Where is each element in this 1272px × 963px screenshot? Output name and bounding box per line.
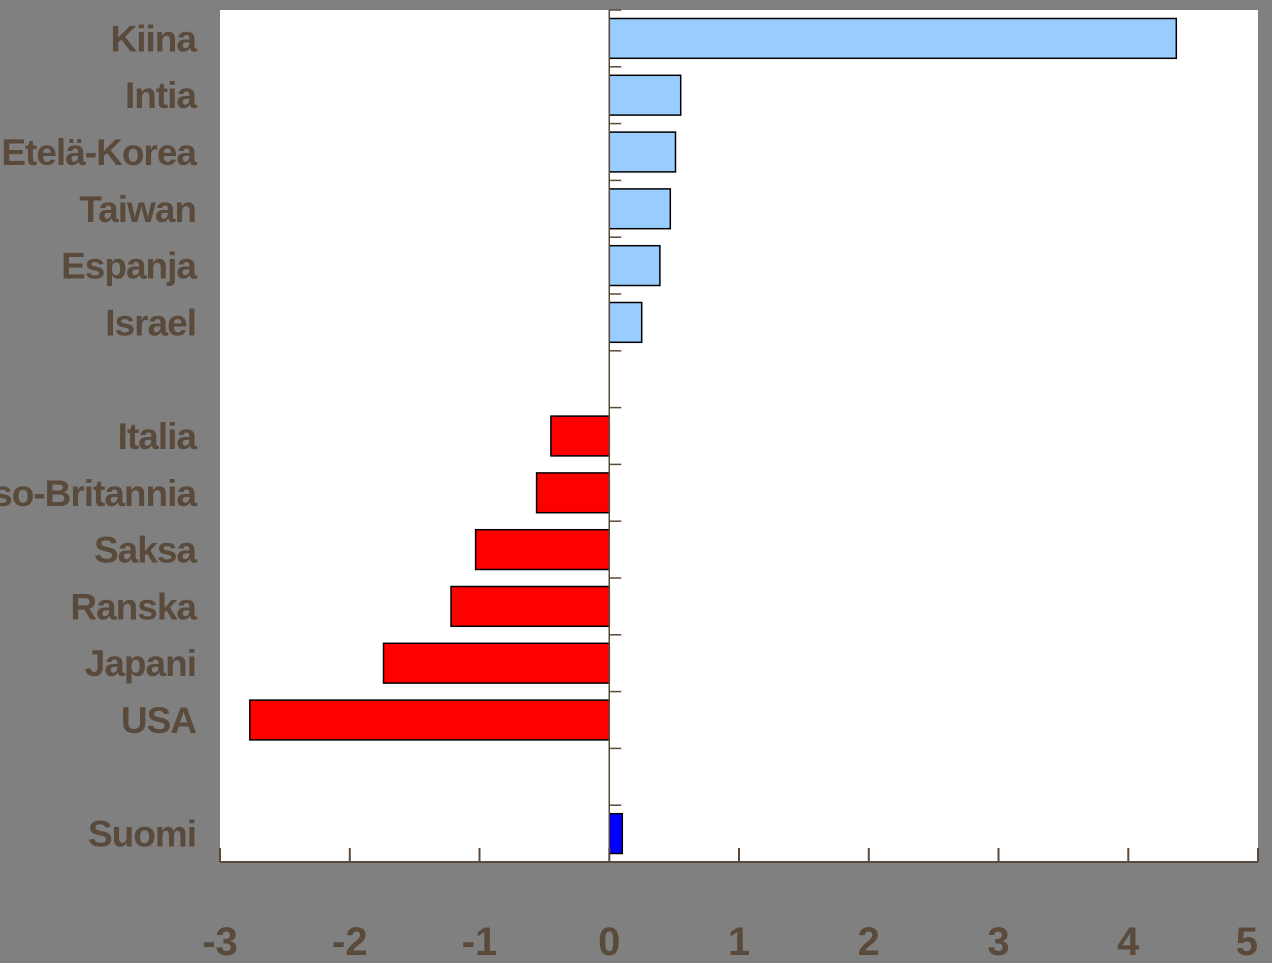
x-tick-label: -3 (202, 920, 238, 958)
bar-ranska (450, 585, 611, 628)
bar-espanja (608, 244, 661, 287)
bar-iso-britannia (535, 472, 611, 514)
x-tick-label: 0 (598, 920, 620, 958)
tick-labels: -3 -2 -1 0 1 2 3 4 5 (202, 920, 1258, 963)
bar-israel (608, 301, 643, 344)
bar-usa (249, 699, 610, 741)
axes-group (219, 9, 1259, 863)
category-label: Etelä-Korea (1, 132, 197, 173)
bar-saksa (474, 528, 610, 571)
category-label: Saksa (94, 530, 197, 571)
category-label: Taiwan (79, 189, 196, 230)
bars-group (249, 17, 1178, 855)
bar-intia (608, 74, 682, 116)
x-tick-label: 4 (1117, 920, 1140, 958)
x-tick-label: 2 (858, 920, 880, 958)
x-tick-label: 5 (1236, 920, 1258, 958)
category-label: Japani (85, 643, 196, 684)
bar-italia (550, 415, 611, 457)
x-tick-label: -2 (332, 920, 368, 958)
x-tick-label: -1 (462, 920, 498, 958)
x-tick-label: 3 (987, 920, 1009, 958)
category-label: Suomi (88, 814, 196, 855)
bar-kiina (608, 17, 1178, 60)
bar-suomi (608, 812, 624, 855)
x-tick-label: 1 (728, 920, 750, 958)
bar-japani (382, 642, 611, 684)
category-label: Israel (105, 302, 196, 343)
category-label: Kiina (111, 18, 198, 59)
bar-taiwan (608, 188, 672, 230)
category-labels: Kiina Intia Etelä-Korea Taiwan Espanja Israel… (0, 18, 198, 855)
bar-etelä-korea (608, 131, 677, 173)
category-label: USA (121, 700, 196, 741)
category-label: Iso-Britannia (0, 473, 197, 514)
category-label: Italia (118, 416, 198, 457)
category-label: Intia (125, 75, 197, 116)
category-label: Ranska (70, 586, 197, 627)
category-label: Espanja (61, 246, 197, 287)
